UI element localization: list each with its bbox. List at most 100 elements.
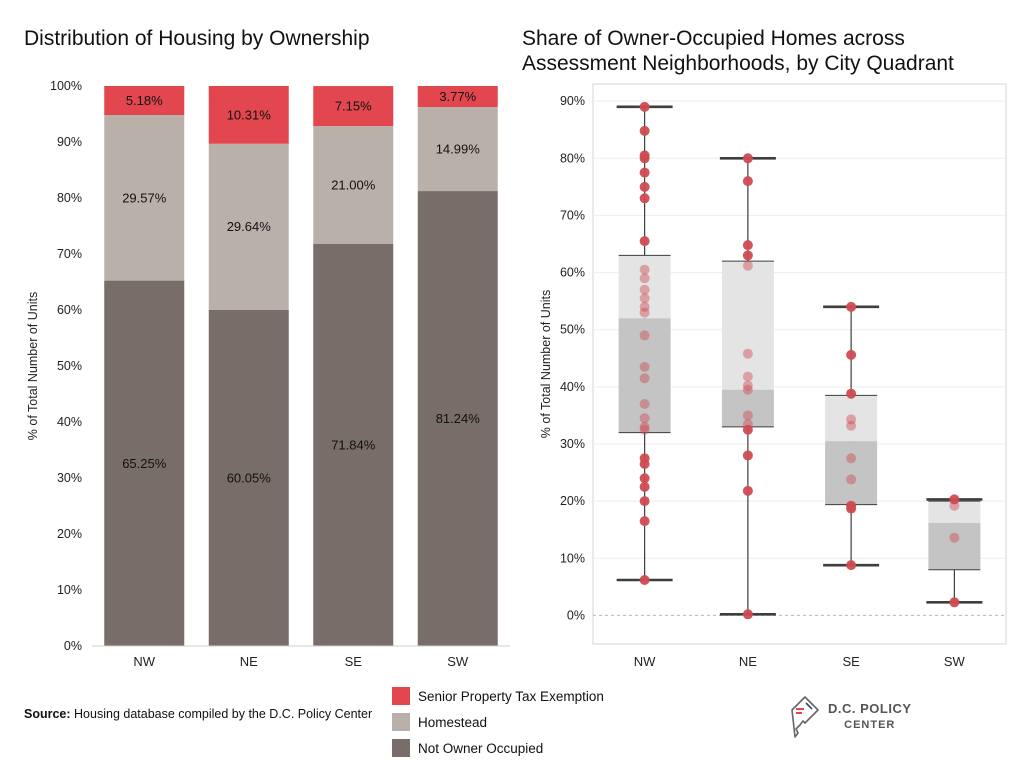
data-point <box>639 330 650 341</box>
x-tick-label: NE <box>739 654 757 669</box>
box-plot-chart: 0% 10% 20% 30% 40% 50% 60% 70% 80% 90% % of Total … <box>539 83 1007 669</box>
data-point <box>949 597 960 608</box>
box-upper <box>721 261 774 390</box>
bar-homestead <box>313 126 394 244</box>
y-tick-label: 30% <box>57 471 82 485</box>
bar-homestead <box>104 115 185 281</box>
data-point <box>639 236 650 247</box>
bar-senior-exemption <box>313 86 394 127</box>
source-text: Housing database compiled by the D.C. Po… <box>74 707 373 721</box>
y-tick-label: 20% <box>560 494 585 508</box>
data-point <box>846 474 857 485</box>
data-point <box>949 494 960 505</box>
logo-line2: CENTER <box>844 719 896 731</box>
data-point <box>846 453 857 464</box>
data-point <box>742 609 753 620</box>
data-point <box>742 250 753 261</box>
data-point <box>639 481 650 492</box>
y-tick-label: 20% <box>57 527 82 541</box>
data-point <box>742 260 753 271</box>
data-point <box>639 424 650 435</box>
legend-label-homestead: Homestead <box>418 714 488 730</box>
data-point <box>639 181 650 192</box>
bar-senior-exemption <box>208 86 289 144</box>
y-tick-label: 50% <box>560 323 585 337</box>
legend-label-not-owner: Not Owner Occupied <box>418 740 544 756</box>
legend-swatch-not-owner <box>392 739 410 757</box>
data-point <box>639 361 650 372</box>
legend-item-senior: Senior Property Tax Exemption <box>392 683 604 709</box>
data-point <box>639 284 650 295</box>
y-tick-label: 10% <box>57 583 82 597</box>
data-point <box>846 503 857 514</box>
source-note: Source: Housing database compiled by the… <box>24 707 372 721</box>
legend-label-senior: Senior Property Tax Exemption <box>418 688 604 704</box>
data-point <box>846 349 857 360</box>
stacked-bar-chart: 0% 10% 20% 30% 40% 50% 60% 70% 80% 90% 100% % of To… <box>26 79 510 669</box>
logo-line1: D.C. POLICY <box>828 701 912 716</box>
box-lower <box>721 389 774 427</box>
data-point <box>742 410 753 421</box>
data-point <box>639 413 650 424</box>
data-point <box>639 101 650 112</box>
y-axis-label: % of Total Number of Units <box>539 290 553 438</box>
dc-policy-center-logo: D.C. POLICY CENTER <box>790 695 912 739</box>
data-point <box>639 264 650 275</box>
data-point <box>639 307 650 318</box>
x-tick-label: SW <box>944 654 966 669</box>
right-chart-title: Share of Owner-Occupied Homes across Ass… <box>522 27 954 75</box>
y-tick-label: 60% <box>560 266 585 280</box>
y-tick-label: 0% <box>567 608 585 622</box>
y-axis-label: % of Total Number of Units <box>26 292 40 440</box>
x-tick-label: SE <box>842 654 860 669</box>
data-label: 3.77% <box>439 89 476 104</box>
x-tick-label: NW <box>634 654 656 669</box>
data-label: 21.00% <box>331 177 376 192</box>
bar-not-owner-occupied <box>313 243 394 647</box>
data-point <box>846 388 857 399</box>
data-point <box>639 125 650 136</box>
source-label: Source: <box>24 707 71 721</box>
y-tick-label: 10% <box>560 551 585 565</box>
data-point <box>846 560 857 571</box>
x-tick-label: SE <box>345 654 363 669</box>
data-label: 29.64% <box>227 219 272 234</box>
data-point <box>639 459 650 469</box>
y-tick-label: 60% <box>57 303 82 317</box>
bar-not-owner-occupied <box>417 191 498 646</box>
y-tick-label: 40% <box>57 415 82 429</box>
bar-not-owner-occupied <box>208 309 289 646</box>
y-tick-label: 90% <box>560 94 585 108</box>
y-tick-label: 80% <box>57 191 82 205</box>
data-point <box>742 371 753 382</box>
data-point <box>639 473 650 484</box>
box-upper <box>928 501 981 523</box>
legend-item-not-owner: Not Owner Occupied <box>392 735 604 761</box>
data-point <box>949 532 960 543</box>
data-label: 71.84% <box>331 437 376 452</box>
legend: Senior Property Tax Exemption Homestead … <box>392 683 604 761</box>
y-tick-label: 40% <box>560 380 585 394</box>
box-lower <box>618 318 671 433</box>
data-point <box>742 450 753 461</box>
box-upper <box>618 255 671 319</box>
box-lower <box>825 441 878 505</box>
legend-swatch-senior <box>392 687 410 705</box>
y-tick-label: 80% <box>560 151 585 165</box>
x-tick-label: NE <box>240 654 258 669</box>
data-point <box>742 485 753 496</box>
legend-swatch-homestead <box>392 713 410 731</box>
y-tick-label: 90% <box>57 135 82 149</box>
data-label: 10.31% <box>227 107 272 122</box>
dc-map-icon <box>791 696 819 738</box>
data-label: 7.15% <box>335 99 372 114</box>
data-point <box>742 240 753 251</box>
x-tick-label: NW <box>133 654 155 669</box>
data-point <box>742 348 753 359</box>
data-label: 65.25% <box>122 456 167 471</box>
data-point <box>639 293 650 304</box>
y-tick-label: 0% <box>64 639 82 653</box>
data-label: 60.05% <box>227 470 272 485</box>
data-label: 29.57% <box>122 190 167 205</box>
data-point <box>639 575 650 585</box>
